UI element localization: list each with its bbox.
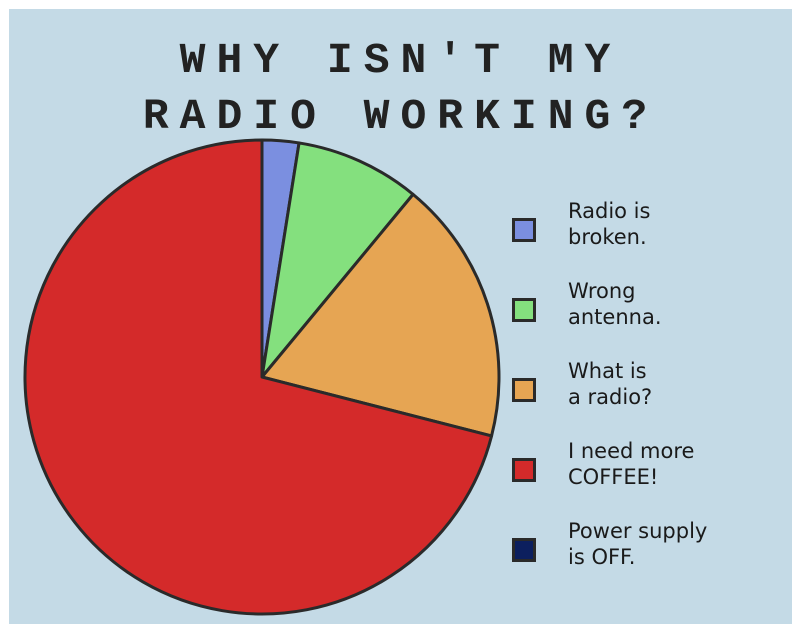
legend-swatch-3 <box>512 458 536 482</box>
legend-swatch-1 <box>512 298 536 322</box>
legend-item-4: Power supply is OFF. <box>512 518 772 578</box>
legend-label-4: Power supply is OFF. <box>568 519 708 569</box>
chart-title-line-1: WHY ISN'T MY <box>179 36 622 85</box>
chart-panel: WHY ISN'T MY RADIO WORKING? Radio is bro… <box>9 9 792 624</box>
legend-item-2: What is a radio? <box>512 358 772 418</box>
pie-slice-2 <box>260 192 501 438</box>
pie-slice-3 <box>23 138 494 616</box>
legend-label-0: Radio is broken. <box>568 199 651 249</box>
pie-chart <box>23 138 501 616</box>
legend-item-0: Radio is broken. <box>512 198 772 258</box>
legend-label-3: I need more COFFEE! <box>568 439 695 489</box>
legend-swatch-2 <box>512 378 536 402</box>
pie-slice-1 <box>260 141 415 379</box>
legend-item-1: Wrong antenna. <box>512 278 772 338</box>
legend-swatch-0 <box>512 218 536 242</box>
legend-item-3: I need more COFFEE! <box>512 438 772 498</box>
legend-label-2: What is a radio? <box>568 359 653 409</box>
legend-swatch-4 <box>512 538 536 562</box>
chart-title-line-2: RADIO WORKING? <box>142 92 659 141</box>
chart-title: WHY ISN'T MY RADIO WORKING? <box>9 33 792 145</box>
legend-label-1: Wrong antenna. <box>568 279 662 329</box>
